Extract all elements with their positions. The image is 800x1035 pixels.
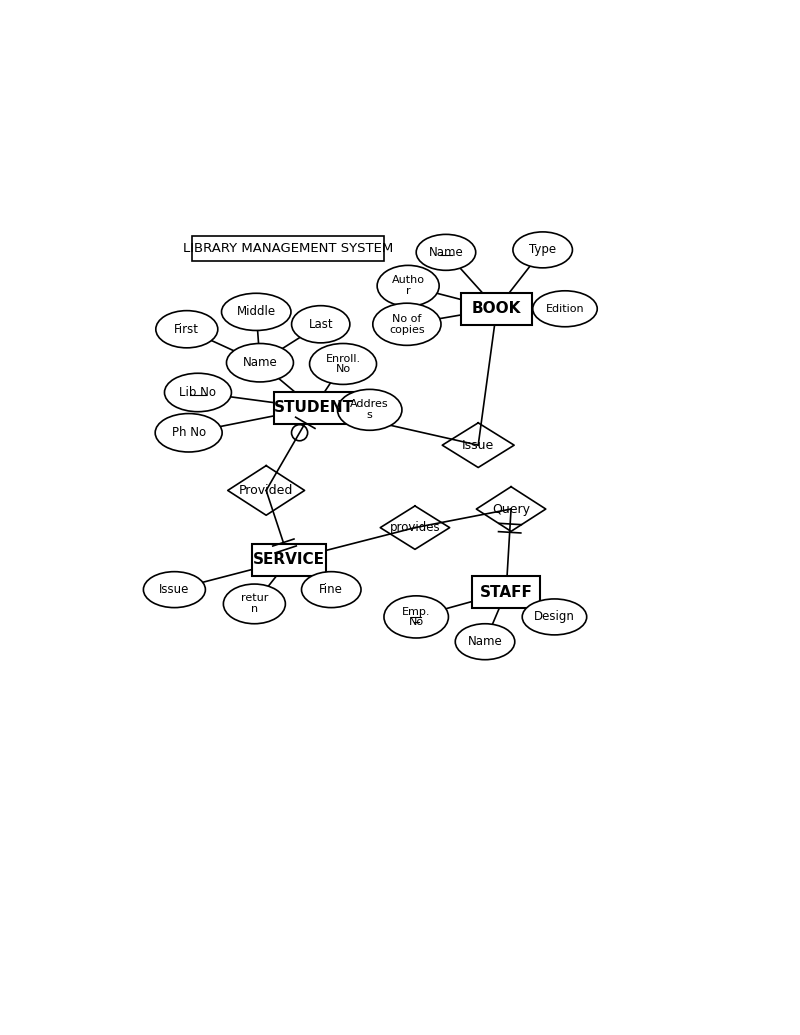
- Text: BOOK: BOOK: [472, 301, 522, 317]
- Ellipse shape: [416, 234, 476, 270]
- Text: provides: provides: [390, 522, 440, 534]
- Ellipse shape: [522, 599, 586, 634]
- Text: Last: Last: [309, 318, 333, 331]
- Ellipse shape: [338, 389, 402, 431]
- Ellipse shape: [226, 344, 294, 382]
- Ellipse shape: [155, 414, 222, 452]
- Text: Middle: Middle: [237, 305, 276, 319]
- Bar: [472, 576, 540, 609]
- Ellipse shape: [223, 584, 286, 624]
- Text: No of
copies: No of copies: [389, 314, 425, 334]
- Bar: [252, 543, 326, 576]
- Ellipse shape: [384, 596, 449, 638]
- Text: Issue: Issue: [462, 439, 494, 451]
- Text: Name: Name: [468, 635, 502, 648]
- Text: STAFF: STAFF: [480, 585, 533, 599]
- Ellipse shape: [533, 291, 598, 327]
- Text: Issue: Issue: [159, 583, 190, 596]
- Text: Lib No: Lib No: [179, 386, 217, 398]
- Text: LIBRARY MANAGEMENT SYSTEM: LIBRARY MANAGEMENT SYSTEM: [182, 242, 393, 256]
- Text: Ph No: Ph No: [171, 426, 206, 439]
- Ellipse shape: [455, 624, 514, 659]
- Text: Design: Design: [534, 611, 575, 623]
- Ellipse shape: [156, 310, 218, 348]
- Text: Autho
r: Autho r: [392, 275, 425, 296]
- Text: STUDENT: STUDENT: [274, 401, 354, 415]
- Text: First: First: [174, 323, 199, 335]
- Text: SERVICE: SERVICE: [253, 553, 325, 567]
- Bar: [461, 293, 533, 325]
- Text: Fine: Fine: [319, 583, 343, 596]
- Text: Type: Type: [529, 243, 556, 257]
- Bar: [192, 236, 384, 261]
- Ellipse shape: [222, 293, 291, 330]
- Ellipse shape: [373, 303, 441, 346]
- Bar: [274, 392, 354, 424]
- Ellipse shape: [310, 344, 377, 384]
- Ellipse shape: [513, 232, 573, 268]
- Text: Provided: Provided: [239, 484, 294, 497]
- Text: Edition: Edition: [546, 304, 584, 314]
- Text: Name: Name: [242, 356, 278, 369]
- Ellipse shape: [302, 571, 361, 608]
- Ellipse shape: [143, 571, 206, 608]
- Text: Emp.
No: Emp. No: [402, 607, 430, 627]
- Ellipse shape: [165, 374, 231, 412]
- Ellipse shape: [291, 305, 350, 343]
- Ellipse shape: [377, 265, 439, 306]
- Text: Name: Name: [429, 246, 463, 259]
- Text: retur
n: retur n: [241, 593, 268, 615]
- Text: Enroll.
No: Enroll. No: [326, 354, 361, 375]
- Text: Addres
s: Addres s: [350, 400, 389, 420]
- Text: Query: Query: [492, 503, 530, 515]
